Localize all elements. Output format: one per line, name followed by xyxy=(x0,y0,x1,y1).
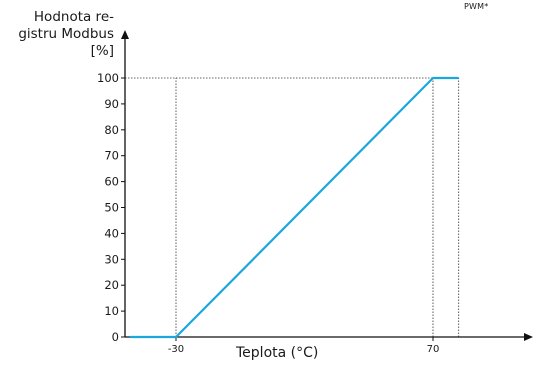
y-axis-label-line-2: gistru Modbus xyxy=(18,26,114,42)
x-tick-label: -30 xyxy=(168,344,184,355)
pwm-tag: PWM* xyxy=(464,2,489,11)
y-axis-arrow xyxy=(121,30,129,39)
y-axis-label-line-3: [%] xyxy=(90,43,114,59)
series-line-0 xyxy=(129,76,459,339)
y-tick-label: 50 xyxy=(104,201,119,215)
y-tick-label: 80 xyxy=(104,123,119,137)
y-tick-label: 70 xyxy=(104,149,119,163)
y-tick-label: 0 xyxy=(112,330,119,344)
x-axis-label: Teplota (°C) xyxy=(236,345,319,361)
y-tick-label: 30 xyxy=(104,252,119,266)
x-tick-label: 70 xyxy=(427,344,440,355)
y-tick-label: 10 xyxy=(104,304,119,318)
y-tick-label: 60 xyxy=(104,175,119,189)
y-axis-label-line-1: Hodnota re- xyxy=(33,9,114,25)
y-tick-label: 100 xyxy=(97,71,119,85)
x-axis-arrow xyxy=(524,333,533,341)
y-tick-label: 90 xyxy=(104,97,119,111)
y-tick-label: 40 xyxy=(104,226,119,240)
y-tick-label: 20 xyxy=(104,278,119,292)
